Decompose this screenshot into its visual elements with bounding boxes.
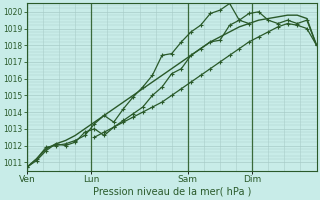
X-axis label: Pression niveau de la mer( hPa ): Pression niveau de la mer( hPa ) [92, 187, 251, 197]
